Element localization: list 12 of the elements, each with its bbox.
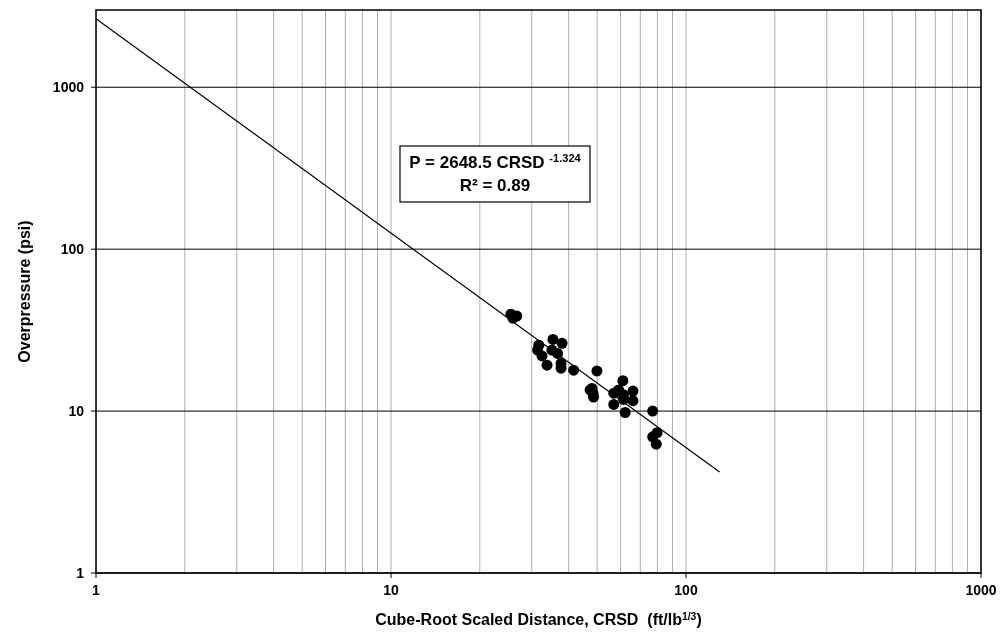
x-tick-label: 1	[92, 582, 101, 598]
x-tick-label: 1000	[965, 582, 997, 598]
y-tick-label: 10	[68, 403, 85, 420]
x-tick-label: 100	[674, 582, 698, 598]
annotation: P = 2648.5 CRSD $^{-1.324}$	[409, 152, 582, 172]
y-tick-label: 1	[76, 565, 85, 581]
y-axis-title: Overpressure (psi)	[16, 220, 33, 363]
y-tick-label: 1000	[52, 79, 85, 96]
x-axis-title: Cube-Root Scaled Distance, CRSD (ft/lb$^{1/3}$)	[375, 610, 702, 628]
y-tick-label: 100	[60, 241, 85, 258]
annotation: R² = 0.89	[459, 176, 531, 195]
x-tick-label: 10	[383, 582, 399, 598]
